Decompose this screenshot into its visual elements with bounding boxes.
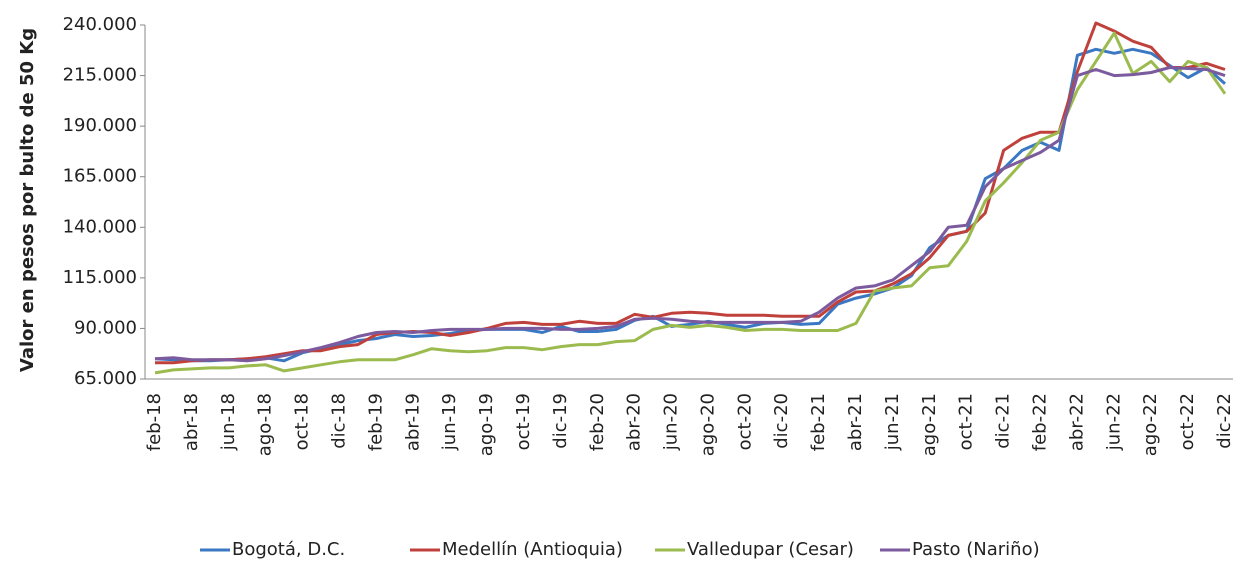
legend-label: Valledupar (Cesar): [687, 539, 854, 560]
x-tick-label: abr-20: [624, 393, 645, 451]
x-tick-label: oct-22: [1177, 393, 1198, 450]
x-tick-label: feb-21: [808, 393, 829, 451]
x-tick-label: jun-20: [661, 393, 682, 451]
y-tick-label: 165.000: [63, 166, 137, 187]
x-tick-label: ago-20: [697, 393, 718, 456]
legend-label: Pasto (Nariño): [912, 539, 1040, 560]
x-tick-label: dic-22: [1214, 393, 1235, 449]
y-tick-label: 215.000: [63, 65, 137, 86]
x-tick-label: jun-21: [882, 393, 903, 451]
x-tick-label: jun-18: [218, 393, 239, 451]
x-tick-label: feb-22: [1030, 393, 1051, 451]
legend-label: Bogotá, D.C.: [232, 539, 345, 560]
series-line: [154, 66, 1226, 363]
legend-label: Medellín (Antioquia): [442, 539, 623, 560]
x-tick-label: abr-18: [181, 393, 202, 451]
x-tick-label: oct-18: [292, 393, 313, 450]
series-line: [154, 31, 1227, 375]
y-tick-label: 240.000: [63, 14, 137, 35]
x-tick-label: jun-22: [1103, 393, 1124, 451]
x-tick-label: dic-18: [328, 393, 349, 449]
y-axis-label: Valor en pesos por bulto de 50 Kg: [17, 28, 38, 372]
x-tick-label: oct-21: [956, 393, 977, 450]
x-tick-label: oct-19: [513, 393, 534, 450]
x-tick-label: ago-18: [255, 393, 276, 456]
x-tick-label: oct-20: [734, 393, 755, 450]
x-tick-label: feb-19: [365, 393, 386, 451]
series-line: [154, 47, 1226, 363]
x-tick-label: feb-18: [144, 393, 165, 451]
x-tick-label: feb-20: [587, 393, 608, 451]
x-tick-label: abr-22: [1066, 393, 1087, 451]
x-tick-label: ago-19: [476, 393, 497, 456]
y-tick-label: 190.000: [63, 115, 137, 136]
y-tick-label: 115.000: [63, 267, 137, 288]
y-tick-label: 65.000: [74, 368, 137, 389]
x-tick-label: jun-19: [439, 393, 460, 451]
x-tick-label: ago-21: [919, 393, 940, 456]
x-tick-label: abr-19: [402, 393, 423, 451]
x-tick-label: dic-21: [993, 393, 1014, 449]
x-tick-label: dic-19: [550, 393, 571, 449]
series-line: [155, 21, 1226, 365]
x-tick-label: dic-20: [771, 393, 792, 449]
x-tick-label: abr-21: [845, 393, 866, 451]
y-tick-label: 90.000: [74, 317, 137, 338]
y-tick-label: 140.000: [63, 216, 137, 237]
x-tick-label: ago-22: [1140, 393, 1161, 456]
